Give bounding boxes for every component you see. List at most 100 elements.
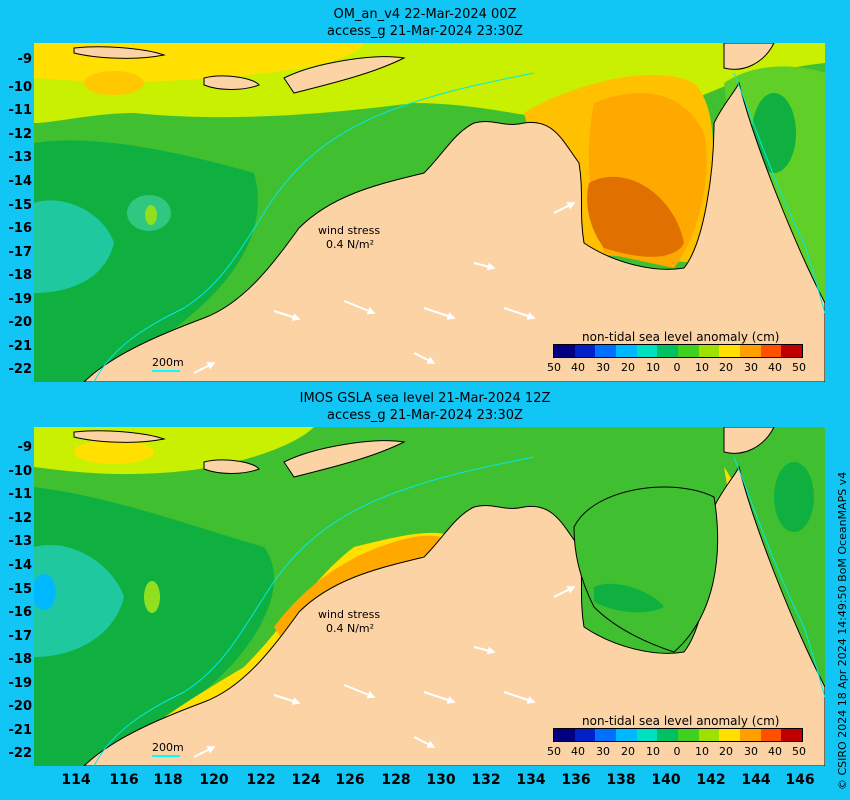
lon-label: 122 <box>246 772 276 788</box>
lon-label: 116 <box>109 772 139 788</box>
top-wind-arrows <box>193 202 576 374</box>
top-gulf-dark-orange <box>587 176 684 257</box>
bottom-gulf-water <box>573 486 719 653</box>
bottom-tick-5: 0 <box>673 745 681 758</box>
bottom-teal-region <box>34 545 124 657</box>
top-tick-5: 0 <box>673 361 681 374</box>
top-island-sumba <box>203 75 260 90</box>
bottom-tick-7: 20 <box>719 745 733 758</box>
lon-label: 140 <box>651 772 681 788</box>
bottom-tick-0: 50 <box>547 745 561 758</box>
top-scale-label: 200m <box>152 356 184 369</box>
top-lat-label: -22 <box>8 362 33 377</box>
bottom-australia-land <box>83 465 825 766</box>
lon-label: 114 <box>61 772 91 788</box>
top-map[interactable] <box>34 43 825 382</box>
top-tick-3: 20 <box>621 361 635 374</box>
bottom-lat-label: -14 <box>8 558 33 573</box>
lon-label: 142 <box>696 772 726 788</box>
bottom-tick-10: 50 <box>792 745 806 758</box>
lon-label: 126 <box>335 772 365 788</box>
bottom-wind-stress-value: 0.4 N/m² <box>326 622 375 635</box>
bottom-lat-label: -21 <box>8 723 33 738</box>
lon-label: 146 <box>785 772 815 788</box>
top-lat-label: -11 <box>8 103 33 118</box>
top-green-spot <box>145 205 157 225</box>
top-lat-label: -13 <box>8 150 33 165</box>
top-lat-label: -17 <box>8 245 33 260</box>
top-island-flores <box>73 46 166 59</box>
top-legend-bar <box>553 344 803 358</box>
bottom-lat-label: -9 <box>17 440 32 455</box>
top-lat-label: -16 <box>8 221 33 236</box>
top-lat-label: -21 <box>8 339 33 354</box>
bottom-legend-title: non-tidal sea level anomaly (cm) <box>582 714 780 728</box>
lon-label: 130 <box>426 772 456 788</box>
bottom-map[interactable] <box>34 427 825 766</box>
top-lat-label: -19 <box>8 292 33 307</box>
top-lat-label: -14 <box>8 174 33 189</box>
top-title-line2: access_g 21-Mar-2024 23:30Z <box>327 24 523 39</box>
bottom-scale-label: 200m <box>152 741 184 754</box>
bottom-title-line1: IMOS GSLA sea level 21-Mar-2024 12Z <box>299 391 551 406</box>
lon-label: 144 <box>741 772 771 788</box>
top-tick-9: 40 <box>768 361 782 374</box>
bottom-tick-4: 10 <box>646 745 660 758</box>
top-orange-patch <box>84 71 144 95</box>
bottom-island-timor <box>283 440 406 478</box>
bottom-tick-6: 10 <box>695 745 709 758</box>
lon-label: 120 <box>199 772 229 788</box>
bottom-lat-label: -13 <box>8 534 33 549</box>
bottom-lat-label: -10 <box>8 464 33 479</box>
top-lat-label: -12 <box>8 127 33 142</box>
lon-label: 132 <box>471 772 501 788</box>
top-east-deep-green <box>752 93 796 173</box>
top-tick-6: 10 <box>695 361 709 374</box>
top-scale-line <box>152 370 180 372</box>
bottom-wind-stress-label: wind stress <box>318 608 381 621</box>
bottom-wind-arrows <box>193 586 576 758</box>
top-tick-10: 50 <box>792 361 806 374</box>
top-deep-green-region <box>34 140 258 382</box>
top-tick-4: 10 <box>646 361 660 374</box>
bottom-tick-3: 20 <box>621 745 635 758</box>
bottom-lat-label: -17 <box>8 629 33 644</box>
bottom-island-sumba <box>203 459 260 474</box>
bottom-green-spot <box>144 581 160 613</box>
top-legend-title: non-tidal sea level anomaly (cm) <box>582 330 780 344</box>
top-tick-1: 40 <box>571 361 585 374</box>
bottom-lat-label: -11 <box>8 487 33 502</box>
lon-label: 134 <box>516 772 546 788</box>
bottom-tick-8: 30 <box>744 745 758 758</box>
bottom-scale-line <box>152 755 180 757</box>
bottom-lat-label: -19 <box>8 676 33 691</box>
top-title-line1: OM_an_v4 22-Mar-2024 00Z <box>333 7 517 22</box>
top-lat-label: -10 <box>8 80 33 95</box>
lon-label: 138 <box>606 772 636 788</box>
bottom-east-deep-green <box>774 462 814 532</box>
top-lat-label: -18 <box>8 268 33 283</box>
bottom-lat-label: -22 <box>8 746 33 761</box>
lon-label: 118 <box>153 772 183 788</box>
bottom-tick-9: 40 <box>768 745 782 758</box>
bottom-title-line2: access_g 21-Mar-2024 23:30Z <box>327 408 523 423</box>
top-tick-7: 20 <box>719 361 733 374</box>
bottom-lat-label: -18 <box>8 652 33 667</box>
top-australia-land <box>83 81 825 382</box>
top-lat-label: -20 <box>8 315 33 330</box>
bottom-deep-green-region <box>34 487 275 766</box>
bottom-blue-patch <box>34 574 56 610</box>
top-isobath <box>93 72 535 382</box>
bottom-tick-1: 40 <box>571 745 585 758</box>
bottom-island-new-guinea <box>723 427 775 454</box>
bottom-lat-label: -20 <box>8 699 33 714</box>
bottom-legend-bar <box>553 728 803 742</box>
credit-text: © CSIRO 2024 18 Apr 2024 14:49:50 BoM Oc… <box>836 471 849 790</box>
bottom-isobath <box>93 456 535 766</box>
top-island-new-guinea <box>723 43 775 70</box>
lon-label: 136 <box>561 772 591 788</box>
top-teal-region <box>34 200 114 293</box>
bottom-island-flores <box>73 430 166 443</box>
bottom-lat-label: -15 <box>8 582 33 597</box>
top-tick-0: 50 <box>547 361 561 374</box>
